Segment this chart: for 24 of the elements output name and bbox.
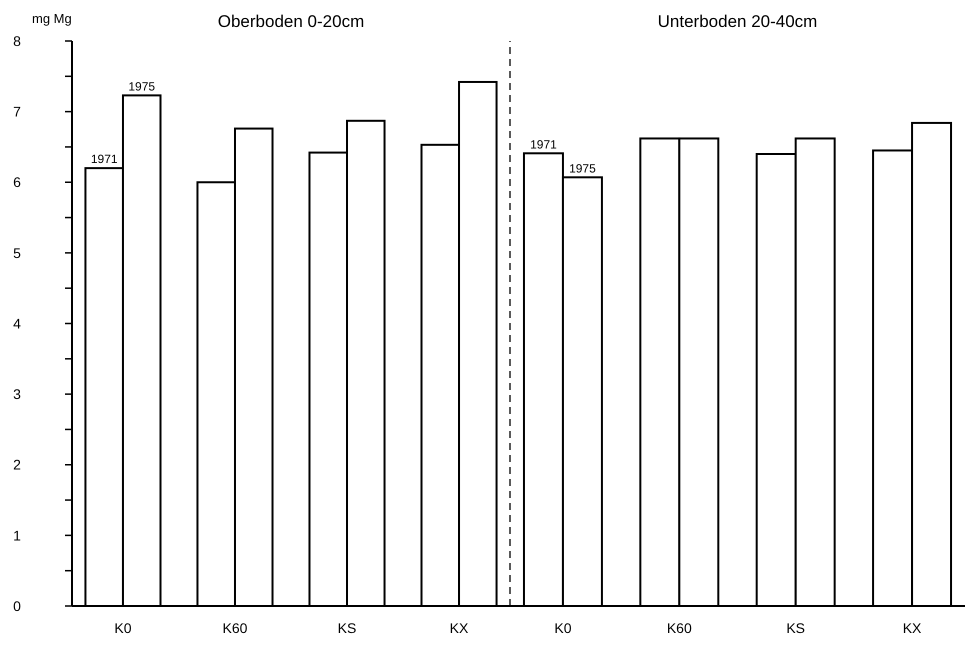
y-tick-label: 6 xyxy=(13,174,22,190)
x-tick-label: K0 xyxy=(554,620,572,636)
x-tick-label: KX xyxy=(450,620,470,636)
series-label: 1975 xyxy=(569,161,596,176)
y-tick-label: 1 xyxy=(13,527,22,544)
y-tick-label: 8 xyxy=(13,32,22,49)
series-label: 1971 xyxy=(90,152,118,166)
chart-title: Unterboden 20-40cm xyxy=(658,12,818,31)
x-tick-label: K60 xyxy=(222,620,248,636)
y-axis-title: mg Mg xyxy=(32,11,72,26)
x-tick-label: K60 xyxy=(666,620,692,636)
x-tick-label: KX xyxy=(902,620,922,636)
series-label: 1971 xyxy=(530,137,558,152)
y-tick-label: 0 xyxy=(13,598,22,614)
chart-title: Oberboden 0-20cm xyxy=(218,12,364,31)
x-tick-label: KS xyxy=(786,620,806,636)
y-tick-label: 3 xyxy=(13,386,22,402)
x-tick-label: K0 xyxy=(114,620,132,636)
x-tick-label: KS xyxy=(338,620,356,636)
y-tick-label: 7 xyxy=(13,104,22,120)
y-tick-label: 2 xyxy=(13,456,22,473)
series-label: 1975 xyxy=(128,79,156,94)
y-tick-label: 4 xyxy=(13,315,22,332)
y-tick-label: 5 xyxy=(13,244,22,261)
